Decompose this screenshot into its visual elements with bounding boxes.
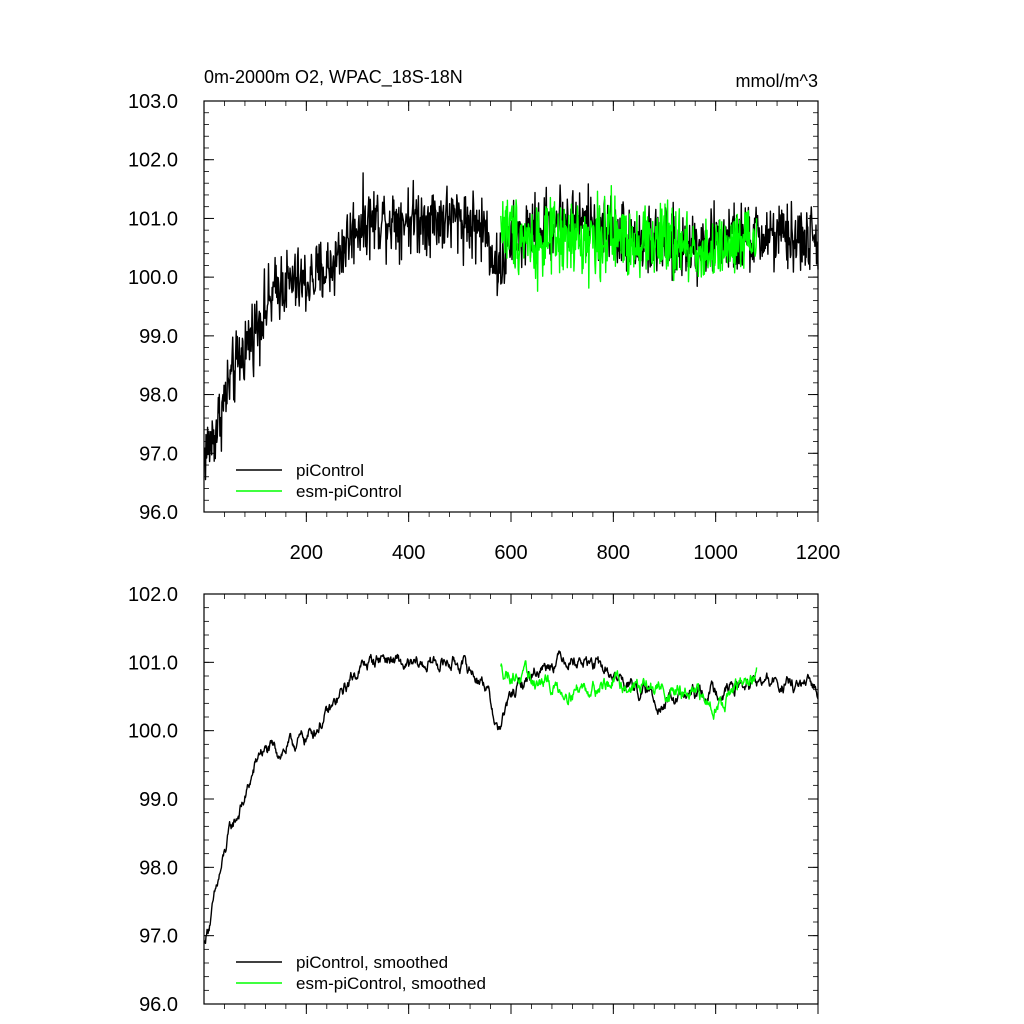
series-line-esm-picontrol-smoothed [500, 660, 758, 720]
x-tick-label: 400 [392, 542, 425, 564]
bottom-legend: piControl, smoothed esm-piControl, smoot… [236, 953, 486, 993]
y-tick-label: 103.0 [128, 91, 178, 113]
x-tick-label: 1000 [693, 542, 738, 564]
y-tick-label: 99.0 [139, 789, 178, 811]
top-series [203, 172, 819, 481]
y-tick-label: 102.0 [128, 584, 178, 606]
series-line-esm-picontrol [500, 185, 758, 292]
bottom-plot-frame [203, 593, 819, 1005]
chart-title: 0m-2000m O2, WPAC_18S-18N [204, 67, 463, 88]
y-tick-label: 98.0 [139, 385, 178, 407]
legend-label-esm-picontrol: esm-piControl [296, 482, 402, 501]
legend-label-esm-picontrol-smoothed: esm-piControl, smoothed [296, 974, 486, 993]
y-tick-label: 101.0 [128, 652, 178, 674]
bottom-panel: 96.0 97.0 98.0 99.0 100.0 101.0 102.0 piContro… [128, 584, 819, 1016]
y-tick-label: 96.0 [139, 502, 178, 524]
top-legend: piControl esm-piControl [236, 461, 402, 501]
units-label: mmol/m^3 [736, 71, 818, 91]
legend-label-picontrol: piControl [296, 461, 364, 480]
bottom-series [203, 650, 819, 944]
top-plot-frame [203, 100, 819, 513]
x-tick-label: 200 [290, 542, 323, 564]
legend-label-picontrol-smoothed: piControl, smoothed [296, 953, 448, 972]
top-ticks: 96.0 97.0 98.0 99.0 100.0 101.0 102.0 103.0 200 4… [128, 91, 840, 564]
y-tick-label: 101.0 [128, 208, 178, 230]
x-tick-label: 600 [494, 542, 527, 564]
y-tick-label: 98.0 [139, 857, 178, 879]
y-tick-label: 100.0 [128, 267, 178, 289]
y-tick-label: 96.0 [139, 994, 178, 1016]
y-tick-label: 97.0 [139, 443, 178, 465]
y-tick-label: 100.0 [128, 721, 178, 743]
bottom-ticks: 96.0 97.0 98.0 99.0 100.0 101.0 102.0 [128, 584, 819, 1016]
top-panel: 0m-2000m O2, WPAC_18S-18N mmol/m^3 96.09… [128, 67, 840, 564]
y-tick-label: 99.0 [139, 326, 178, 348]
y-tick-label: 97.0 [139, 926, 178, 948]
series-line-picontrol-smoothed [203, 650, 819, 944]
x-tick-label: 1200 [796, 542, 841, 564]
x-tick-label: 800 [597, 542, 630, 564]
y-tick-label: 102.0 [128, 150, 178, 172]
